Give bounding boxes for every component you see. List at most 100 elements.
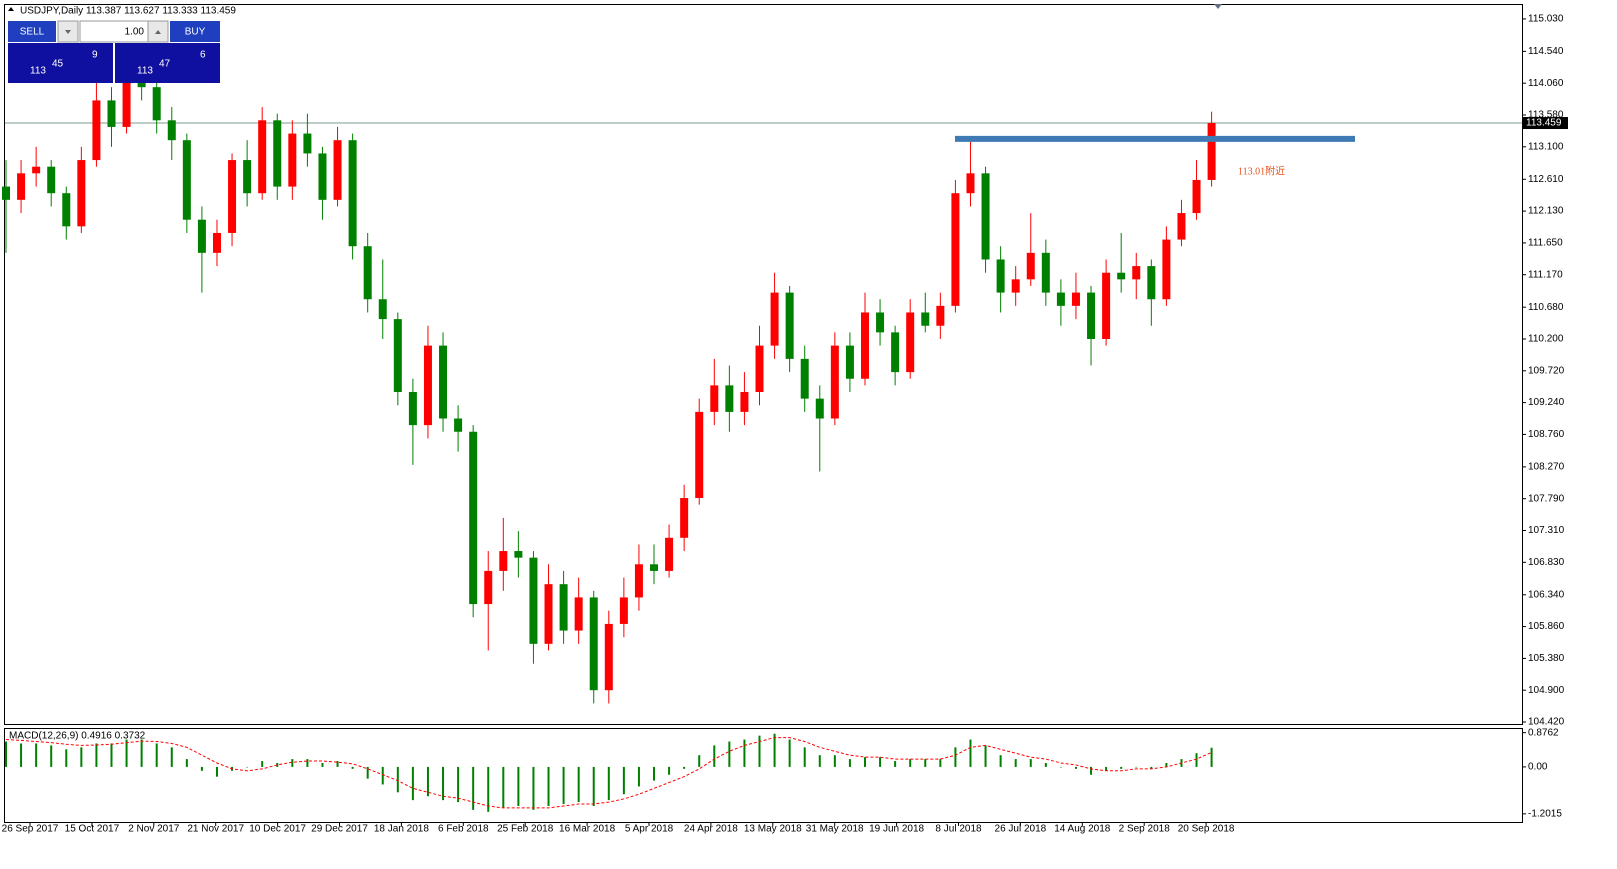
y-tick-label: 110.680 bbox=[1528, 302, 1564, 313]
sell-button[interactable] bbox=[8, 21, 56, 42]
candle-body bbox=[619, 597, 628, 624]
macd-bar bbox=[140, 739, 143, 767]
candle-body bbox=[318, 153, 327, 200]
y-tick-label: 106.830 bbox=[1528, 557, 1565, 568]
ask-box[interactable] bbox=[115, 43, 220, 83]
macd-bar bbox=[683, 766, 686, 769]
y-tick-label: 111.650 bbox=[1528, 238, 1563, 249]
macd-bar bbox=[517, 766, 520, 806]
buy-button[interactable] bbox=[170, 21, 220, 42]
x-tick-label: 6 Feb 2018 bbox=[438, 824, 489, 835]
macd-y-tick-label: -1.2015 bbox=[1528, 808, 1562, 819]
macd-bar bbox=[894, 761, 897, 767]
candle-body bbox=[589, 597, 598, 691]
candle-body bbox=[514, 551, 523, 558]
macd-bar bbox=[35, 743, 38, 767]
candle-body bbox=[454, 418, 463, 432]
y-tick-label: 109.720 bbox=[1528, 365, 1565, 376]
macd-bar bbox=[668, 766, 671, 775]
candle-body bbox=[499, 551, 508, 571]
candle-body bbox=[634, 564, 643, 598]
candle-body bbox=[32, 166, 41, 174]
shift-marker bbox=[1214, 4, 1222, 9]
trade-panel: SELL 1.00 BUY 113 45 9 113 47 6 bbox=[8, 20, 220, 83]
y-tick-label: 112.610 bbox=[1528, 174, 1564, 185]
bid-big: 113 bbox=[30, 66, 46, 77]
price-box-bg bbox=[1522, 117, 1568, 130]
macd-bar bbox=[1195, 753, 1198, 767]
candle-body bbox=[152, 87, 161, 121]
macd-bar bbox=[848, 759, 851, 767]
y-tick-label: 107.310 bbox=[1528, 525, 1565, 536]
candle-body bbox=[197, 219, 206, 253]
macd-bar bbox=[1210, 747, 1213, 767]
macd-bar bbox=[592, 766, 595, 806]
x-tick-label: 20 Sep 2018 bbox=[1178, 824, 1235, 835]
candle-body bbox=[951, 193, 960, 306]
macd-bar bbox=[969, 739, 972, 767]
y-tick-label: 109.240 bbox=[1528, 397, 1565, 408]
y-tick-label: 105.860 bbox=[1528, 621, 1565, 632]
macd-bar bbox=[5, 741, 7, 767]
macd-bar bbox=[502, 766, 505, 808]
candle-body bbox=[182, 140, 191, 220]
candle-body bbox=[921, 312, 930, 326]
macd-bar bbox=[50, 745, 53, 767]
x-tick-label: 25 Feb 2018 bbox=[497, 824, 554, 835]
candle-body bbox=[529, 557, 538, 644]
ask-big: 113 bbox=[137, 66, 153, 77]
candle-body bbox=[650, 564, 659, 571]
candle-body bbox=[273, 120, 282, 187]
y-tick-label: 105.380 bbox=[1528, 653, 1565, 664]
x-tick-label: 2 Sep 2018 bbox=[1119, 824, 1171, 835]
candle-body bbox=[1177, 213, 1186, 240]
macd-bar bbox=[321, 762, 324, 767]
candle-body bbox=[906, 312, 915, 373]
buy-label: BUY bbox=[185, 27, 206, 38]
candle-body bbox=[574, 597, 583, 631]
candle-body bbox=[92, 100, 101, 161]
macd-bar bbox=[909, 759, 912, 767]
macd-bar bbox=[803, 747, 806, 767]
candle-body bbox=[544, 584, 553, 644]
macd-bar bbox=[1105, 766, 1108, 771]
candle-body bbox=[996, 259, 1005, 293]
macd-bar bbox=[261, 761, 264, 767]
macd-bar bbox=[426, 766, 429, 797]
chart-header: USDJPY,Daily 113.387 113.627 113.333 113… bbox=[20, 6, 236, 17]
macd-bar bbox=[442, 766, 445, 801]
macd-bar bbox=[1165, 762, 1168, 767]
y-tick-label: 113.100 bbox=[1528, 141, 1564, 152]
macd-bar bbox=[863, 757, 866, 767]
candle-body bbox=[1102, 272, 1111, 339]
x-tick-label: 14 Aug 2018 bbox=[1054, 824, 1111, 835]
x-tick-label: 8 Jul 2018 bbox=[935, 824, 982, 835]
macd-bar bbox=[246, 766, 249, 768]
y-tick-label: 114.540 bbox=[1528, 46, 1564, 57]
x-tick-label: 26 Sep 2017 bbox=[2, 824, 59, 835]
candle-body bbox=[680, 498, 689, 538]
candle-body bbox=[891, 332, 900, 373]
y-tick-label: 108.270 bbox=[1528, 462, 1565, 473]
ask-pips: 47 bbox=[159, 59, 171, 70]
macd-bar bbox=[65, 749, 68, 767]
macd-bar bbox=[728, 741, 731, 767]
macd-bar bbox=[1120, 766, 1123, 769]
y-tick-label: 104.420 bbox=[1528, 717, 1565, 728]
macd-bar bbox=[818, 755, 821, 767]
macd-bar bbox=[999, 755, 1002, 767]
candle-body bbox=[1087, 292, 1096, 339]
candle-body bbox=[393, 319, 402, 393]
bid-box[interactable] bbox=[8, 43, 113, 83]
macd-bar bbox=[95, 743, 98, 767]
macd-bar bbox=[1074, 766, 1077, 769]
candle-body bbox=[1026, 252, 1035, 280]
candle-body bbox=[966, 173, 975, 194]
candle-body bbox=[228, 160, 237, 233]
price-box: 113.459 bbox=[1522, 117, 1568, 130]
arrow-up bbox=[155, 30, 161, 34]
y-tick-label: 110.200 bbox=[1528, 334, 1564, 345]
x-tick-label: 26 Jul 2018 bbox=[995, 824, 1047, 835]
macd-bar bbox=[653, 766, 656, 781]
